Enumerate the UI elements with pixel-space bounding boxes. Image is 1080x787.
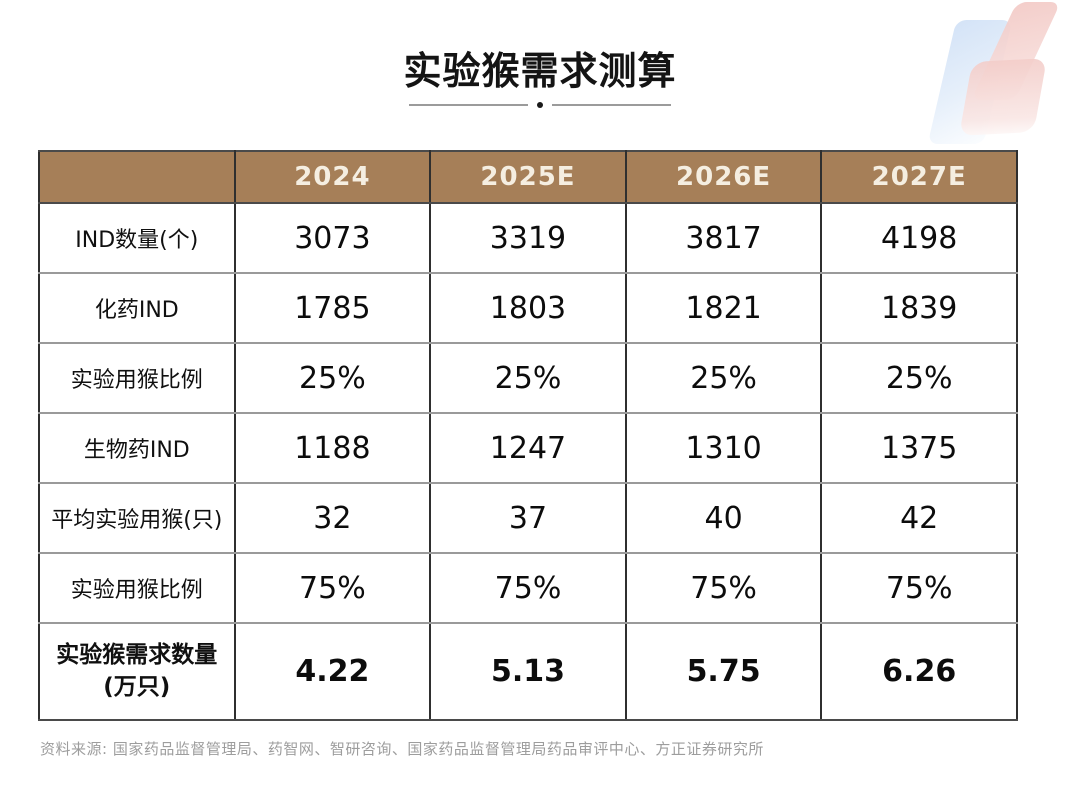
- row-label: 实验猴需求数量 (万只): [38, 622, 236, 721]
- cell-value: 1247: [429, 412, 627, 484]
- table-row: 实验猴需求数量 (万只) 4.22 5.13 5.75 6.26: [38, 622, 1018, 721]
- cell-value: 6.26: [820, 622, 1018, 721]
- cell-value: 25%: [233, 342, 432, 414]
- row-label: IND数量(个): [38, 202, 236, 274]
- cell-value: 1375: [820, 412, 1018, 484]
- cell-value: 1821: [624, 272, 823, 344]
- row-label: 平均实验用猴(只): [38, 482, 236, 554]
- table-header-row: 2024 2025E 2026E 2027E: [38, 150, 1018, 204]
- cell-value: 25%: [820, 342, 1018, 414]
- table-row: 平均实验用猴(只) 32 37 40 42: [38, 482, 1018, 554]
- cell-value: 75%: [429, 552, 627, 624]
- header-cell-year: 2026E: [624, 150, 823, 204]
- monkey-demand-table: 2024 2025E 2026E 2027E IND数量(个) 3073 3319 3817…: [38, 150, 1018, 721]
- cell-value: 1188: [233, 412, 432, 484]
- cell-value: 37: [429, 482, 627, 554]
- row-label: 实验用猴比例: [38, 342, 236, 414]
- cell-value: 1785: [233, 272, 432, 344]
- cell-value: 4198: [820, 202, 1018, 274]
- header-cell-year: 2025E: [429, 150, 627, 204]
- cell-value: 3073: [233, 202, 432, 274]
- cell-value: 1310: [624, 412, 823, 484]
- table-body: IND数量(个) 3073 3319 3817 4198 化药IND 1785 1803 182…: [38, 202, 1018, 721]
- table-row: 实验用猴比例 75% 75% 75% 75%: [38, 552, 1018, 624]
- divider-line-right: [552, 104, 671, 106]
- source-note: 资料来源: 国家药品监督管理局、药智网、智研咨询、国家药品监督管理局药品审评中心…: [40, 740, 764, 758]
- divider-dot: [537, 102, 543, 108]
- cell-value: 1839: [820, 272, 1018, 344]
- cell-value: 3817: [624, 202, 823, 274]
- page-title: 实验猴需求测算: [403, 49, 677, 93]
- cell-value: 25%: [429, 342, 627, 414]
- table-row: 实验用猴比例 25% 25% 25% 25%: [38, 342, 1018, 414]
- cell-value: 75%: [820, 552, 1018, 624]
- row-label: 实验用猴比例: [38, 552, 236, 624]
- title-divider: [0, 98, 1080, 112]
- cell-value: 3319: [429, 202, 627, 274]
- cell-value: 5.75: [624, 622, 823, 721]
- divider-line-left: [409, 104, 528, 106]
- cell-value: 4.22: [233, 622, 432, 721]
- cell-value: 5.13: [429, 622, 627, 721]
- cell-value: 75%: [233, 552, 432, 624]
- header-cell-empty: [38, 150, 236, 204]
- table-row: 化药IND 1785 1803 1821 1839: [38, 272, 1018, 344]
- cell-value: 42: [820, 482, 1018, 554]
- cell-value: 25%: [624, 342, 823, 414]
- cell-value: 75%: [624, 552, 823, 624]
- cell-value: 1803: [429, 272, 627, 344]
- cell-value: 32: [233, 482, 432, 554]
- row-label: 化药IND: [38, 272, 236, 344]
- cell-value: 40: [624, 482, 823, 554]
- table-row: IND数量(个) 3073 3319 3817 4198: [38, 202, 1018, 274]
- header-cell-year: 2024: [233, 150, 432, 204]
- header-cell-year: 2027E: [820, 150, 1018, 204]
- table-row: 生物药IND 1188 1247 1310 1375: [38, 412, 1018, 484]
- row-label: 生物药IND: [38, 412, 236, 484]
